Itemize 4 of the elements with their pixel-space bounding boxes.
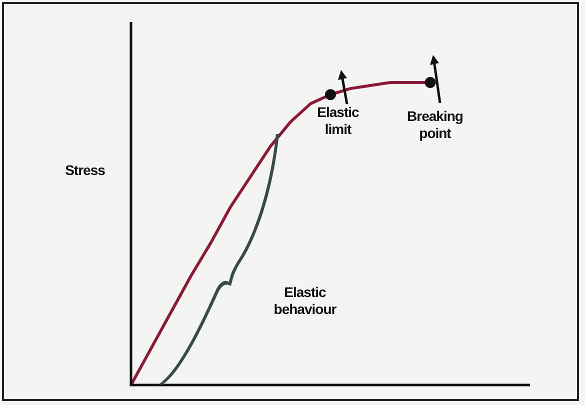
annotation: Elastic limit — [316, 104, 360, 138]
annotation: Elastic behaviour — [272, 284, 338, 318]
annotation: Breaking point — [406, 108, 464, 142]
y-axis-title: Stress — [64, 162, 106, 179]
